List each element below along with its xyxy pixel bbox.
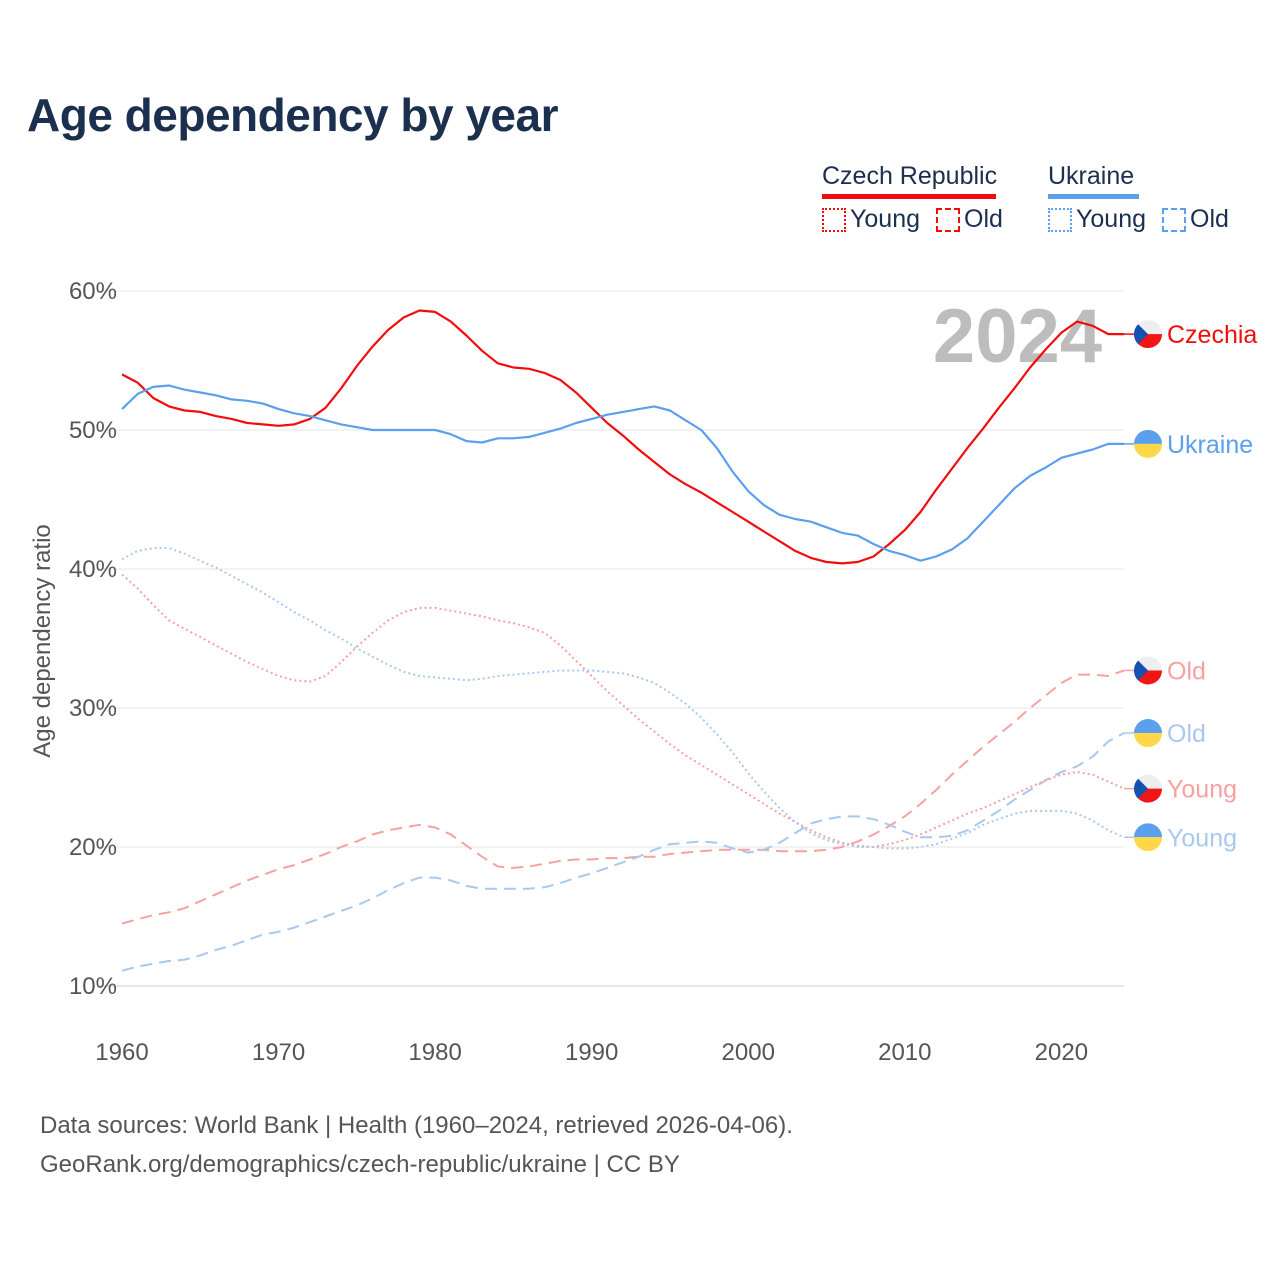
flag-body	[1134, 823, 1162, 852]
end-label: Young	[1167, 776, 1237, 804]
series-line-ukraine-young	[121, 547, 1125, 850]
flag-body	[1134, 719, 1162, 748]
flag-blue-triangle	[1134, 656, 1148, 685]
series-line-czech-republic	[121, 309, 1124, 565]
series-line-czech-republic-old	[121, 669, 1125, 925]
y-tick-label: 60%	[69, 278, 117, 305]
x-tick-label: 2000	[722, 1039, 775, 1066]
legend-item-young[interactable]: Young	[1048, 205, 1146, 234]
legend-item-old[interactable]: Old	[1162, 205, 1229, 234]
x-tick-label: 1960	[95, 1039, 148, 1066]
series-line-czech-republic-young	[121, 573, 1125, 848]
end-label: Old	[1167, 657, 1206, 685]
y-tick-label: 20%	[69, 834, 117, 861]
source-note: Data sources: World Bank | Health (1960–…	[40, 1106, 793, 1184]
end-label: Czechia	[1167, 321, 1257, 349]
flag-blue-triangle	[1134, 774, 1148, 803]
source-link[interactable]: GeoRank.org/demographics/czech-republic/…	[40, 1151, 680, 1178]
flag-blue-triangle	[1134, 320, 1148, 349]
flag-body	[1134, 656, 1162, 685]
flag-body	[1134, 429, 1162, 458]
x-tick-label: 1980	[408, 1039, 461, 1066]
end-label: Old	[1167, 720, 1206, 748]
legend-item-old[interactable]: Old	[936, 205, 1003, 234]
x-tick-label: 1990	[565, 1039, 618, 1066]
y-tick-label: 30%	[69, 695, 117, 722]
ukraine-flag-icon	[1134, 429, 1162, 458]
flag-blue	[1134, 719, 1162, 734]
series-line-ukraine-old	[121, 732, 1125, 972]
legend-color-bar	[1048, 194, 1139, 199]
ukraine-flag-icon	[1134, 719, 1162, 748]
legend-item-label: Old	[964, 205, 1003, 233]
flag-blue	[1134, 429, 1162, 444]
x-tick-label: 2010	[878, 1039, 931, 1066]
chart-title: Age dependency by year	[27, 89, 558, 141]
czech-flag-icon	[1134, 774, 1162, 803]
y-axis-label: Age dependency ratio	[29, 524, 56, 758]
legend-item-label: Young	[1076, 205, 1146, 233]
ukraine-flag-icon	[1134, 823, 1162, 852]
year-watermark: 2024	[933, 294, 1102, 379]
flag-body	[1134, 774, 1162, 803]
legend-country-label: Ukraine	[1048, 162, 1135, 190]
end-label: Ukraine	[1167, 431, 1253, 459]
legend-item-label: Young	[850, 205, 920, 233]
flag-yellow	[1134, 443, 1162, 458]
czech-flag-icon	[1134, 320, 1162, 349]
legend-color-bar	[822, 194, 996, 199]
x-tick-label: 1970	[252, 1039, 305, 1066]
flag-yellow	[1134, 837, 1162, 852]
flag-body	[1134, 320, 1162, 349]
source-line: Data sources: World Bank | Health (1960–…	[40, 1112, 793, 1139]
y-tick-label: 40%	[69, 556, 117, 583]
dashed-swatch-icon	[1162, 207, 1186, 232]
series-line-ukraine	[121, 384, 1124, 562]
legend-item-young[interactable]: Young	[822, 205, 920, 234]
dotted-swatch-icon	[822, 207, 846, 232]
flag-blue	[1134, 823, 1162, 838]
y-tick-label: 50%	[69, 417, 117, 444]
dotted-swatch-icon	[1048, 207, 1072, 232]
legend-item-label: Old	[1190, 205, 1229, 233]
flag-yellow	[1134, 733, 1162, 748]
end-label: Young	[1167, 824, 1237, 852]
legend-ukraine[interactable]: Ukraine Young Old	[1048, 162, 1229, 234]
czech-flag-icon	[1134, 656, 1162, 685]
x-tick-label: 2020	[1035, 1039, 1088, 1066]
dashed-swatch-icon	[936, 207, 960, 232]
legend-czech-republic[interactable]: Czech Republic Young Old	[822, 162, 1003, 234]
y-tick-label: 10%	[69, 973, 117, 1000]
legend-country-label: Czech Republic	[822, 162, 998, 190]
